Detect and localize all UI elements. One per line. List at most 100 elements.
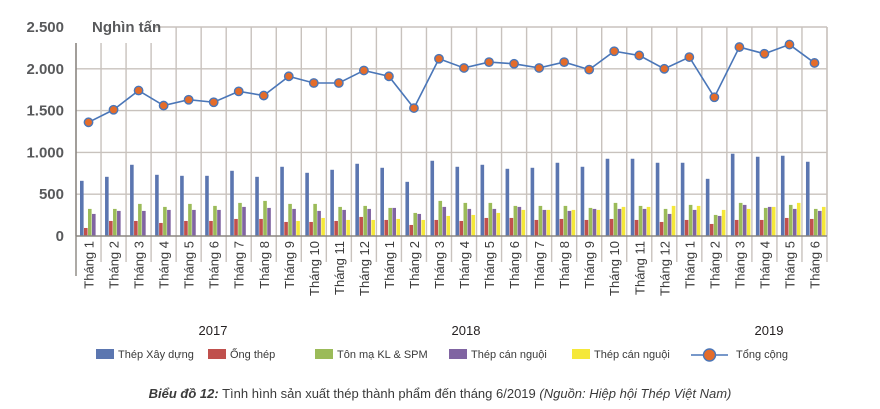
total-point [384,71,394,82]
bar [288,203,292,236]
legend-item: Thép Xây dựng [96,349,194,361]
bar [559,218,564,236]
x-tick-label: Tháng 10 [307,241,322,296]
x-tick-label: Tháng 6 [807,241,822,289]
x-tick-label: Tháng 5 [182,241,197,289]
bar [321,217,325,236]
x-tick-label: Tháng 1 [82,241,97,289]
x-tick-label: Tháng 8 [557,241,572,289]
bar [684,219,689,236]
bar [663,208,668,236]
bar [280,166,284,236]
bars [80,153,826,236]
year-label: 2019 [755,323,784,338]
bar [359,216,363,236]
bar [380,167,384,236]
bar [284,221,288,236]
legend-item: Thép cán nguội [449,349,547,361]
bar [567,210,572,236]
bar [209,220,213,236]
bar [713,214,718,236]
bar [763,207,768,236]
total-line [83,39,820,128]
bar [342,209,346,236]
x-tick-label: Tháng 8 [257,241,272,289]
y-axis-unit-label: Nghìn tấn [92,19,161,36]
bar [234,218,238,236]
year-label: 2018 [452,323,481,338]
bar [717,215,722,236]
bar [646,206,651,236]
bar [255,176,259,236]
bar [105,176,109,236]
legend-item: Thép cán nguội [572,349,670,361]
x-tick-label: Tháng 11 [332,241,347,295]
x-tick-label: Tháng 7 [232,241,247,289]
bar [367,208,371,236]
x-tick-label: Tháng 11 [632,241,647,295]
bar [388,207,392,236]
bar [434,219,439,236]
bar [130,164,134,236]
total-point [784,39,795,50]
bar [230,170,234,236]
bar [446,215,451,236]
bar [142,210,146,236]
legend-item: Tổng cộng [691,348,788,362]
bar [159,222,163,236]
bar [813,208,818,236]
grid [76,26,828,262]
bar [371,219,375,236]
bar [513,205,518,236]
bar [792,208,797,236]
bar [817,210,822,236]
bar [605,158,610,236]
bar [563,205,568,236]
bar [771,206,776,236]
legend-swatch [96,349,114,359]
bar [496,212,501,236]
total-point [233,86,244,97]
bar [613,202,618,236]
bar [534,219,539,236]
bar [409,224,414,236]
caption-text: Tình hình sản xuất thép thành phẩm đến t… [218,386,540,401]
legend-label: Thép Xây dựng [118,349,194,361]
legend-label: Thép cán nguội [471,349,547,361]
bar [471,214,476,236]
year-label: 2017 [199,323,228,338]
bar [417,213,422,236]
bar [442,206,447,236]
bar [392,207,396,236]
total-point [434,53,444,64]
legend-swatch [449,349,467,359]
y-axis: 0 500 1.000 1.500 2.000 2.500 [26,19,828,245]
bar [655,162,660,236]
bar [238,202,242,236]
bar [796,202,801,236]
total-point [659,63,670,74]
legend-label: Tôn mạ KL & SPM [337,349,428,361]
y-tick-label: 2.000 [26,61,64,78]
bar [730,153,735,236]
bar [517,206,522,236]
bar [296,220,300,236]
bar [555,162,560,236]
y-tick-label: 1.500 [26,103,64,120]
bar [113,208,117,236]
bar [630,158,635,236]
x-tick-label: Tháng 5 [782,241,797,289]
bar [671,205,676,236]
bar [484,217,489,236]
bar [134,220,138,236]
bar [80,180,84,236]
bar [355,163,359,236]
x-tick-label: Tháng 9 [282,241,297,289]
bar [217,209,221,236]
bar [821,206,826,236]
bar [155,174,159,236]
x-tick-label: Tháng 7 [532,241,547,289]
total-point [534,63,545,73]
bar [242,206,246,236]
total-point [759,48,770,59]
